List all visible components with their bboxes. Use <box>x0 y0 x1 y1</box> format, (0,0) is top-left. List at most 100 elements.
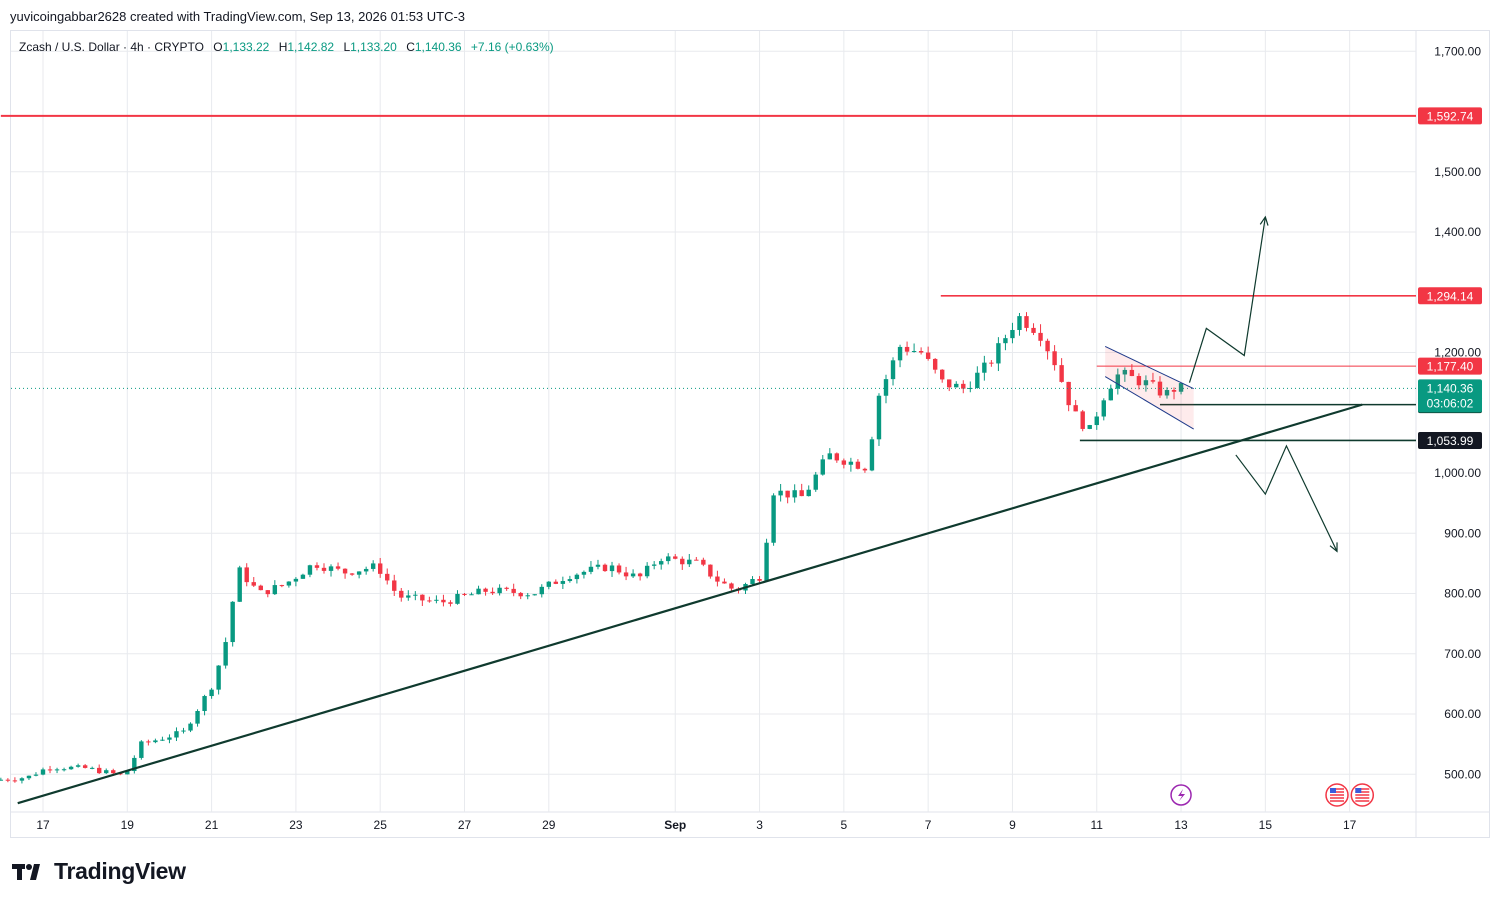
candle-body <box>778 490 783 496</box>
candle-up <box>216 665 221 695</box>
candle-down <box>834 452 840 463</box>
candle-up <box>286 581 292 588</box>
candle-down <box>1038 324 1043 347</box>
candle-down <box>673 554 678 560</box>
candle-down <box>490 587 495 595</box>
candle-body <box>687 559 692 565</box>
candle-body <box>82 765 88 768</box>
candle-body <box>1038 332 1043 341</box>
candle-up <box>883 374 889 404</box>
level-tag-flag-top <box>1418 357 1482 375</box>
candle-body <box>61 769 67 771</box>
candle-body <box>932 358 938 370</box>
candle-body <box>441 599 446 603</box>
candle-up <box>209 687 214 699</box>
candle-down <box>841 458 847 469</box>
change-value: +7.16 (+0.63%) <box>470 40 554 54</box>
candle-body <box>497 587 502 594</box>
candle-body <box>504 587 509 589</box>
candle-body <box>666 556 671 562</box>
candle-down <box>251 577 256 588</box>
candle-body <box>1164 390 1170 396</box>
candle-up <box>954 381 959 388</box>
chart-frame[interactable] <box>10 30 1490 838</box>
candle-body <box>834 453 840 461</box>
candle-up <box>546 581 551 590</box>
candle-up <box>174 727 179 742</box>
level-tag-resistance-high <box>1418 107 1482 125</box>
candle-up <box>975 366 980 389</box>
candle-body <box>160 739 165 741</box>
candle-down <box>1136 373 1142 390</box>
candle-body <box>546 581 551 587</box>
candle-body <box>813 474 818 490</box>
candle-body <box>314 565 320 568</box>
candle-up <box>356 571 362 579</box>
candle-body <box>511 588 516 593</box>
candle-up <box>659 558 664 570</box>
candle-down <box>427 596 432 603</box>
y-tick-label: 700.00 <box>1444 647 1481 661</box>
candle-body <box>785 490 790 498</box>
candle-body <box>12 780 18 782</box>
candle-body <box>202 696 207 712</box>
candle-up <box>1178 383 1184 395</box>
trendline <box>17 403 1363 805</box>
candle-down <box>420 594 425 606</box>
candle-body <box>174 731 179 738</box>
candle-up <box>188 722 193 733</box>
candle-down <box>616 563 622 575</box>
candle-up <box>26 775 32 781</box>
candle-body <box>757 579 762 581</box>
candle-body <box>1031 327 1036 333</box>
candle-up <box>61 767 67 772</box>
x-tick-label: 9 <box>1009 818 1016 832</box>
candle-body <box>146 741 151 743</box>
candle-body <box>153 740 158 743</box>
brand-logo[interactable]: TradingView <box>12 858 186 885</box>
candle-body <box>5 779 11 781</box>
candle-body <box>841 460 847 465</box>
candle-up <box>1087 424 1092 430</box>
candle-down <box>701 557 706 567</box>
brand-name: TradingView <box>54 858 186 884</box>
candle-down <box>708 564 713 579</box>
candle-body <box>321 567 327 571</box>
candle-body <box>659 561 664 565</box>
candle-down <box>12 777 18 783</box>
candle-body <box>75 765 81 767</box>
candle-down <box>932 358 938 374</box>
candle-down <box>989 360 994 367</box>
candle-body <box>483 588 488 592</box>
candle-body <box>0 779 4 781</box>
last-price-label: 1,140.36 <box>1427 381 1474 395</box>
candle-down <box>378 557 383 578</box>
candle-down <box>1080 409 1085 432</box>
x-tick-label: 17 <box>1343 818 1357 832</box>
candle-down <box>1045 338 1050 360</box>
x-tick-label: 23 <box>289 818 303 832</box>
candle-down <box>1052 345 1057 371</box>
candle-up <box>848 457 854 472</box>
candle-up <box>560 576 566 589</box>
candle-up <box>272 580 278 595</box>
flag-lower-line <box>1104 376 1194 430</box>
candle-down <box>680 556 685 570</box>
candle-body <box>996 343 1001 364</box>
candle-up <box>911 343 917 353</box>
candle-body <box>560 581 566 584</box>
candle-down <box>637 572 643 581</box>
candle-body <box>244 567 249 583</box>
candle-body <box>47 769 53 771</box>
candle-body <box>954 383 959 388</box>
candle-body <box>434 599 439 601</box>
y-tick-label: 1,000.00 <box>1434 466 1481 480</box>
candle-up <box>230 601 235 647</box>
candle-body <box>911 351 917 353</box>
candle-body <box>1178 383 1184 392</box>
candle-up <box>666 553 671 565</box>
x-tick-label: Sep <box>664 818 686 832</box>
bullish-projection <box>1188 216 1266 383</box>
candle-body <box>363 568 369 572</box>
